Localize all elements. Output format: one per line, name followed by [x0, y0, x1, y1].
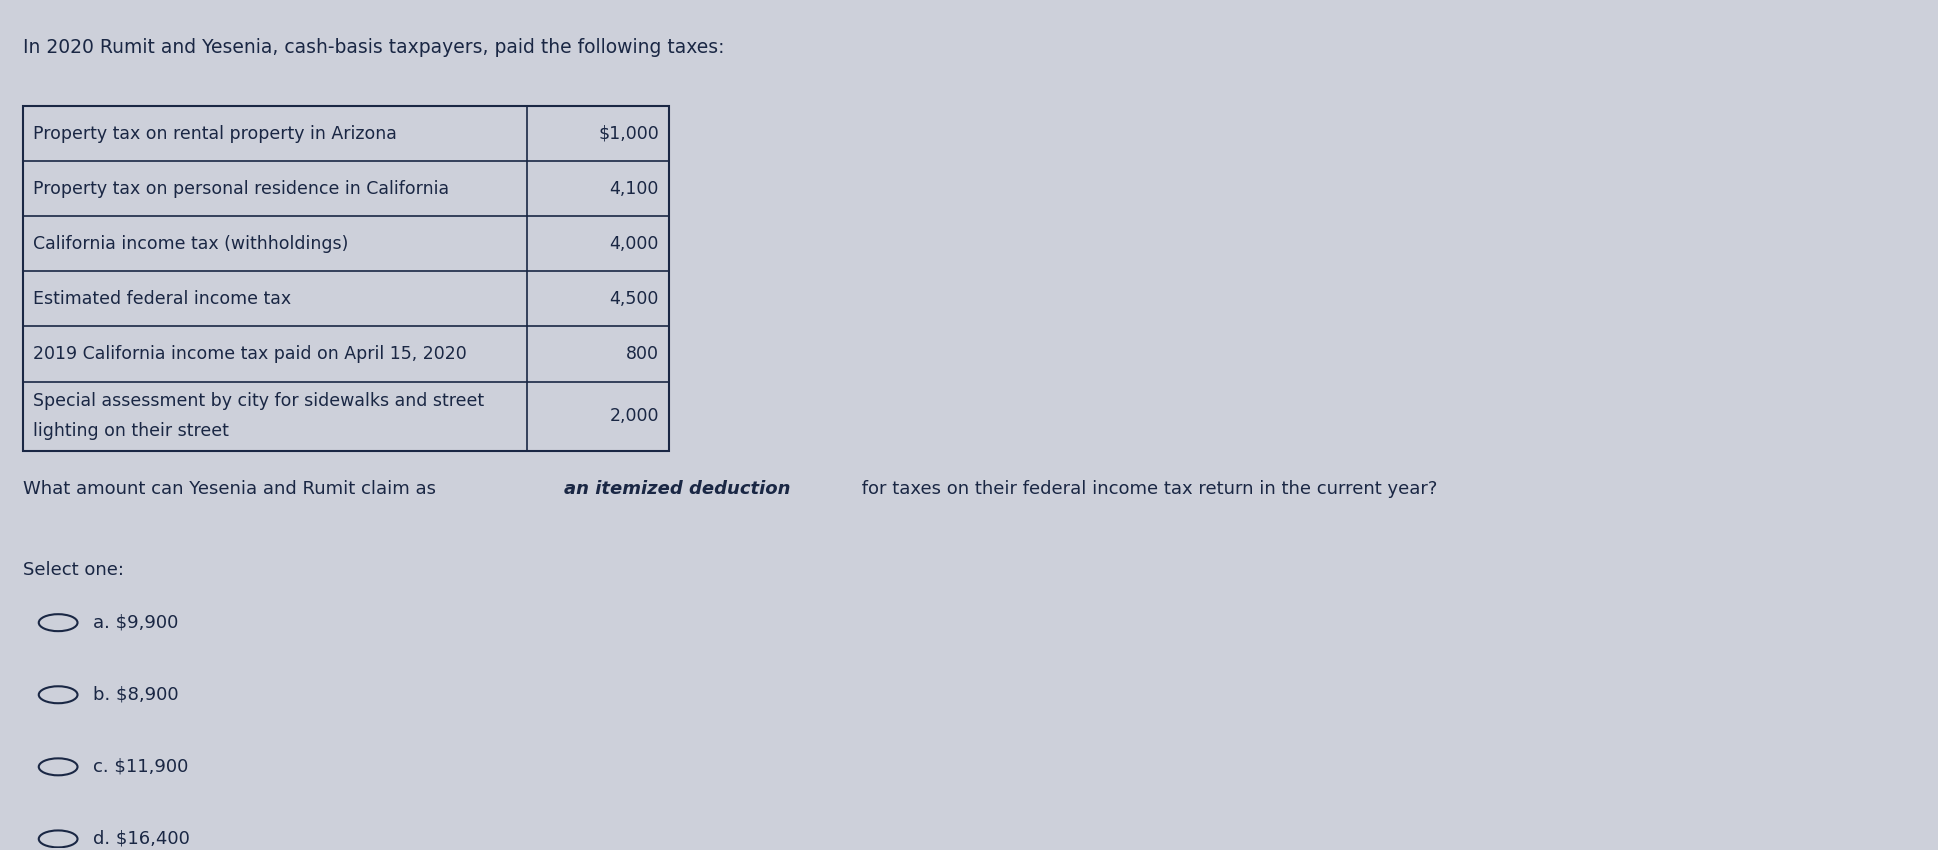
Text: d. $16,400: d. $16,400 — [93, 830, 190, 848]
Text: Special assessment by city for sidewalks and street: Special assessment by city for sidewalks… — [33, 392, 484, 410]
Text: 2,000: 2,000 — [609, 407, 659, 425]
Text: What amount can Yesenia and Rumit claim as: What amount can Yesenia and Rumit claim … — [23, 480, 442, 498]
Text: $1,000: $1,000 — [599, 125, 659, 143]
Text: an itemized deduction: an itemized deduction — [564, 480, 791, 498]
Circle shape — [45, 832, 74, 845]
Text: Estimated federal income tax: Estimated federal income tax — [33, 290, 291, 308]
Text: for taxes on their federal income tax return in the current year?: for taxes on their federal income tax re… — [857, 480, 1438, 498]
Circle shape — [45, 688, 74, 701]
Text: c. $11,900: c. $11,900 — [93, 758, 188, 776]
Text: Select one:: Select one: — [23, 561, 124, 579]
Text: 2019 California income tax paid on April 15, 2020: 2019 California income tax paid on April… — [33, 345, 467, 363]
Circle shape — [45, 761, 74, 774]
Text: 4,500: 4,500 — [610, 290, 659, 308]
Text: 4,000: 4,000 — [610, 235, 659, 252]
Text: a. $9,900: a. $9,900 — [93, 614, 178, 632]
Text: 4,100: 4,100 — [610, 179, 659, 198]
FancyBboxPatch shape — [23, 106, 669, 450]
Text: Property tax on personal residence in California: Property tax on personal residence in Ca… — [33, 179, 450, 198]
Circle shape — [45, 616, 74, 629]
Text: California income tax (withholdings): California income tax (withholdings) — [33, 235, 349, 252]
Text: lighting on their street: lighting on their street — [33, 422, 229, 440]
Text: Property tax on rental property in Arizona: Property tax on rental property in Arizo… — [33, 125, 397, 143]
Text: In 2020 Rumit and Yesenia, cash-basis taxpayers, paid the following taxes:: In 2020 Rumit and Yesenia, cash-basis ta… — [23, 38, 725, 57]
Text: 800: 800 — [626, 345, 659, 363]
Text: b. $8,900: b. $8,900 — [93, 686, 178, 704]
